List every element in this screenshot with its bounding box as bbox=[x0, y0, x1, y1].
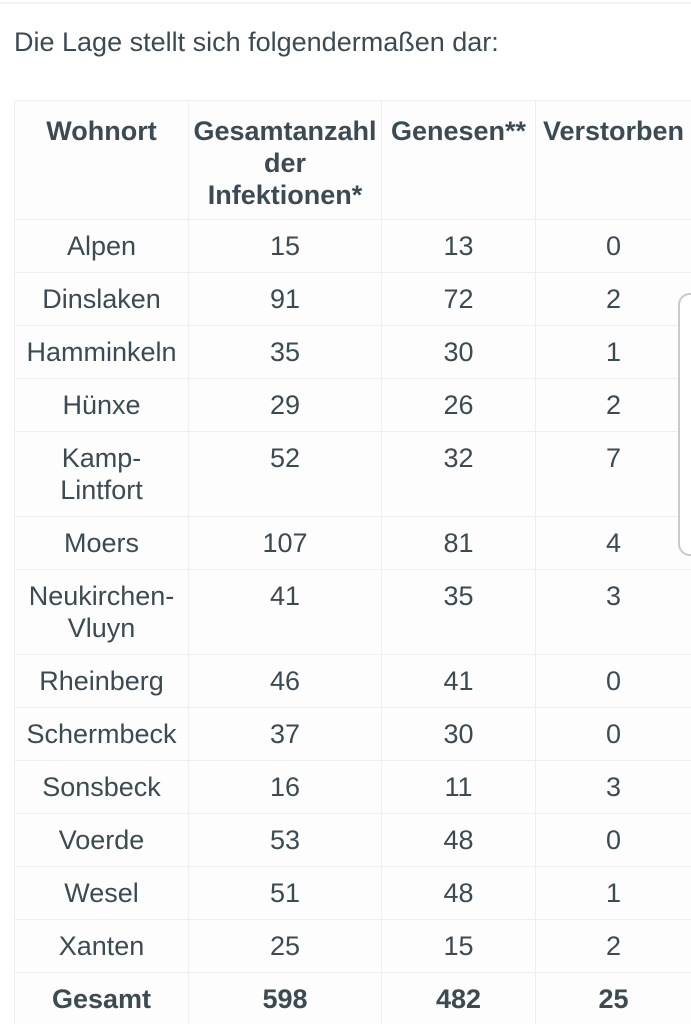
table-row: Wesel 51 48 1 bbox=[14, 866, 691, 920]
table-total-row: Gesamt 598 482 25 bbox=[14, 972, 691, 1024]
total-genesen: 482 bbox=[381, 972, 536, 1024]
cell-genesen: 35 bbox=[381, 569, 536, 655]
table-header: Wohnort Gesamtanzahl der Infektionen* Ge… bbox=[14, 100, 691, 220]
cell-wohnort: Neukirchen-Vluyn bbox=[14, 569, 189, 655]
cell-genesen: 13 bbox=[381, 219, 536, 273]
col-header-infektionen: Gesamtanzahl der Infektionen* bbox=[188, 100, 382, 220]
col-header-genesen: Genesen** bbox=[381, 100, 536, 220]
table-row: Schermbeck 37 30 0 bbox=[14, 707, 691, 761]
cell-infektionen: 35 bbox=[188, 325, 382, 379]
cell-infektionen: 15 bbox=[188, 219, 382, 273]
cell-genesen: 48 bbox=[381, 866, 536, 920]
cell-genesen: 11 bbox=[381, 760, 536, 814]
table-row: Alpen 15 13 0 bbox=[14, 219, 691, 273]
cell-wohnort: Schermbeck bbox=[14, 707, 189, 761]
cell-verstorben: 7 bbox=[535, 431, 691, 517]
cell-genesen: 15 bbox=[381, 919, 536, 973]
table-row: Dinslaken 91 72 2 bbox=[14, 272, 691, 326]
cell-genesen: 72 bbox=[381, 272, 536, 326]
cell-verstorben: 3 bbox=[535, 569, 691, 655]
col-header-wohnort: Wohnort bbox=[14, 100, 189, 220]
top-divider bbox=[0, 2, 691, 4]
cell-verstorben: 0 bbox=[535, 654, 691, 708]
table-row: Xanten 25 15 2 bbox=[14, 919, 691, 973]
cell-wohnort: Rheinberg bbox=[14, 654, 189, 708]
total-label: Gesamt bbox=[14, 972, 189, 1024]
cell-infektionen: 46 bbox=[188, 654, 382, 708]
total-verstorben: 25 bbox=[535, 972, 691, 1024]
cell-verstorben: 0 bbox=[535, 219, 691, 273]
intro-text: Die Lage stellt sich folgendermaßen dar: bbox=[14, 27, 499, 57]
cell-infektionen: 107 bbox=[188, 516, 382, 570]
cell-wohnort: Xanten bbox=[14, 919, 189, 973]
cell-verstorben: 2 bbox=[535, 919, 691, 973]
cell-wohnort: Moers bbox=[14, 516, 189, 570]
table-row: Moers 107 81 4 bbox=[14, 516, 691, 570]
cell-infektionen: 16 bbox=[188, 760, 382, 814]
cell-verstorben: 3 bbox=[535, 760, 691, 814]
cell-genesen: 30 bbox=[381, 325, 536, 379]
cell-infektionen: 91 bbox=[188, 272, 382, 326]
cell-verstorben: 2 bbox=[535, 378, 691, 432]
table-row: Rheinberg 46 41 0 bbox=[14, 654, 691, 708]
table-footer: Gesamt 598 482 25 bbox=[14, 972, 691, 1024]
cell-genesen: 81 bbox=[381, 516, 536, 570]
cell-infektionen: 51 bbox=[188, 866, 382, 920]
cell-genesen: 32 bbox=[381, 431, 536, 517]
table-row: Voerde 53 48 0 bbox=[14, 813, 691, 867]
cell-wohnort: Alpen bbox=[14, 219, 189, 273]
cell-genesen: 41 bbox=[381, 654, 536, 708]
table-row: Sonsbeck 16 11 3 bbox=[14, 760, 691, 814]
cell-wohnort: Wesel bbox=[14, 866, 189, 920]
table-row: Kamp-Lintfort 52 32 7 bbox=[14, 431, 691, 517]
cell-verstorben: 2 bbox=[535, 272, 691, 326]
table-row: Hünxe 29 26 2 bbox=[14, 378, 691, 432]
infection-table: Wohnort Gesamtanzahl der Infektionen* Ge… bbox=[14, 100, 691, 1024]
cell-wohnort: Hünxe bbox=[14, 378, 189, 432]
cell-infektionen: 25 bbox=[188, 919, 382, 973]
cell-wohnort: Sonsbeck bbox=[14, 760, 189, 814]
cell-verstorben: 1 bbox=[535, 325, 691, 379]
table-header-row: Wohnort Gesamtanzahl der Infektionen* Ge… bbox=[14, 100, 691, 220]
total-infektionen: 598 bbox=[188, 972, 382, 1024]
cell-infektionen: 37 bbox=[188, 707, 382, 761]
cell-infektionen: 29 bbox=[188, 378, 382, 432]
table-row: Neukirchen-Vluyn 41 35 3 bbox=[14, 569, 691, 655]
cell-wohnort: Hamminkeln bbox=[14, 325, 189, 379]
cell-infektionen: 53 bbox=[188, 813, 382, 867]
table-body: Alpen 15 13 0 Dinslaken 91 72 2 Hamminke… bbox=[14, 219, 691, 973]
cell-genesen: 48 bbox=[381, 813, 536, 867]
cell-genesen: 26 bbox=[381, 378, 536, 432]
cell-infektionen: 41 bbox=[188, 569, 382, 655]
scrollbar-thumb[interactable] bbox=[678, 293, 691, 556]
cell-verstorben: 4 bbox=[535, 516, 691, 570]
cell-wohnort: Kamp-Lintfort bbox=[14, 431, 189, 517]
table-row: Hamminkeln 35 30 1 bbox=[14, 325, 691, 379]
cell-infektionen: 52 bbox=[188, 431, 382, 517]
cell-wohnort: Dinslaken bbox=[14, 272, 189, 326]
cell-genesen: 30 bbox=[381, 707, 536, 761]
cell-verstorben: 1 bbox=[535, 866, 691, 920]
cell-verstorben: 0 bbox=[535, 707, 691, 761]
cell-verstorben: 0 bbox=[535, 813, 691, 867]
col-header-verstorben: Verstorben bbox=[535, 100, 691, 220]
cell-wohnort: Voerde bbox=[14, 813, 189, 867]
